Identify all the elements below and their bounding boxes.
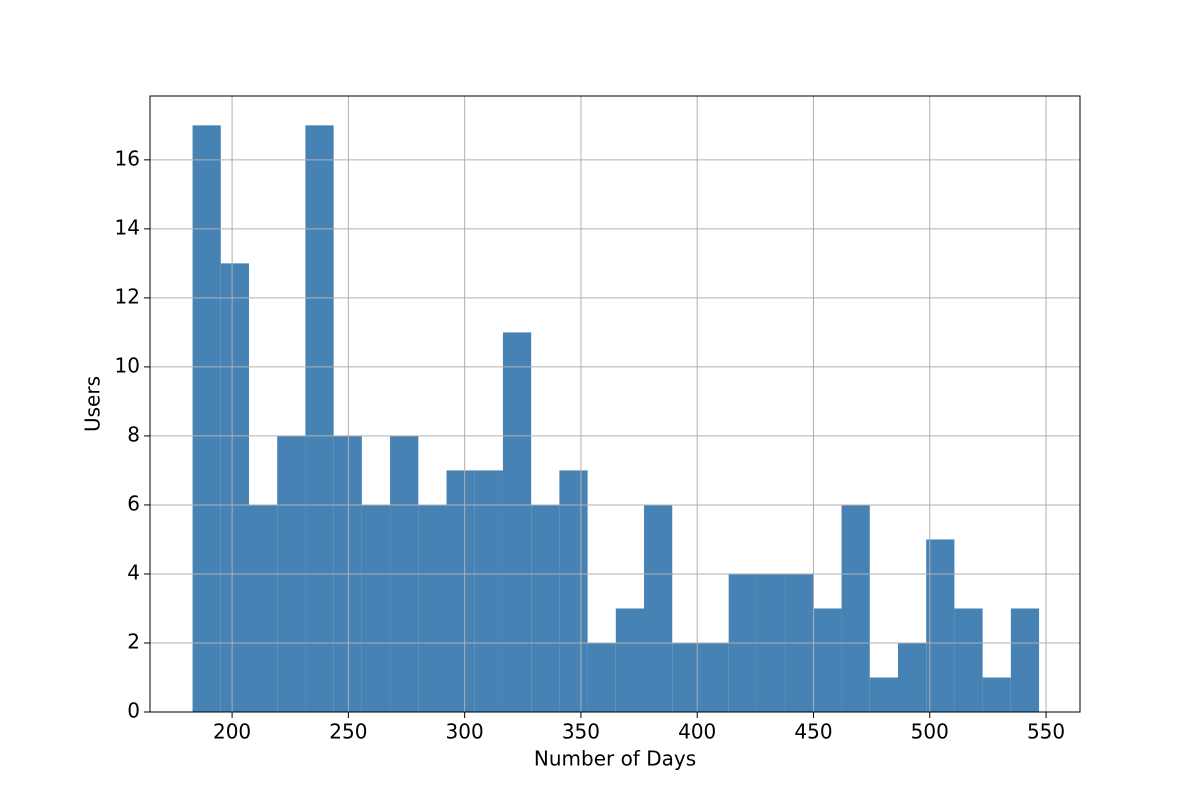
bar xyxy=(700,642,729,712)
bar xyxy=(305,125,334,713)
bar xyxy=(502,332,532,712)
x-tick-label: 300 xyxy=(446,720,484,744)
y-tick-label: 12 xyxy=(115,284,140,308)
bar xyxy=(926,539,955,712)
y-axis-label: Users xyxy=(81,376,105,432)
bar xyxy=(897,642,927,712)
y-tick-label: 16 xyxy=(115,146,140,170)
y-tick-label: 0 xyxy=(127,699,140,723)
bar xyxy=(531,504,560,712)
plot-frame xyxy=(149,95,1081,713)
y-tick-label: 14 xyxy=(115,215,140,239)
bar xyxy=(869,677,898,712)
bar xyxy=(954,608,983,712)
bar xyxy=(672,642,701,712)
bar xyxy=(982,677,1011,712)
bar xyxy=(813,608,842,712)
bar xyxy=(615,608,645,712)
x-tick-label: 350 xyxy=(562,720,600,744)
bar xyxy=(559,470,588,712)
y-tick-label: 2 xyxy=(127,629,140,653)
bar xyxy=(361,504,391,712)
bar xyxy=(1010,608,1040,712)
bar xyxy=(418,504,447,712)
y-tick-label: 10 xyxy=(115,353,140,377)
y-tick-label: 4 xyxy=(127,560,140,584)
bar xyxy=(192,125,221,713)
x-tick-label: 450 xyxy=(794,720,832,744)
bar xyxy=(446,470,475,712)
bar xyxy=(644,504,673,712)
bar xyxy=(474,470,503,712)
y-tick-label: 6 xyxy=(127,491,140,515)
x-tick-label: 200 xyxy=(213,720,251,744)
bar xyxy=(587,642,616,712)
bar xyxy=(841,504,870,712)
x-tick-label: 500 xyxy=(911,720,949,744)
x-tick-label: 250 xyxy=(329,720,367,744)
bar xyxy=(249,504,278,712)
bar xyxy=(220,263,249,712)
x-tick-label: 400 xyxy=(678,720,716,744)
y-tick-label: 8 xyxy=(127,422,140,446)
x-tick-label: 550 xyxy=(1027,720,1065,744)
x-axis-label: Number of Days xyxy=(534,747,696,771)
